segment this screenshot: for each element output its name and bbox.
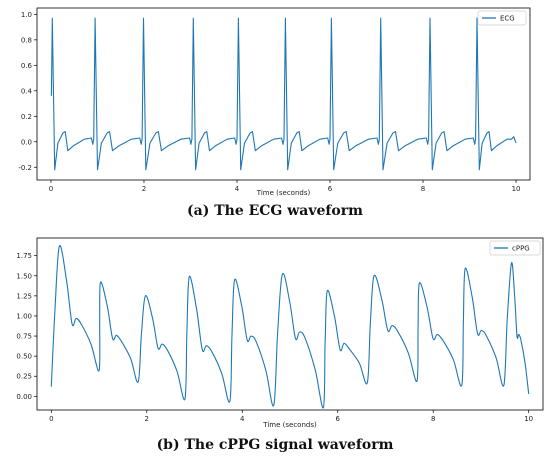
cppg-y-tick-label: 0.75 bbox=[16, 333, 32, 341]
cppg-y-tick-label: 1.00 bbox=[16, 312, 32, 320]
cppg-y-tick-label: 1.50 bbox=[16, 272, 32, 280]
ecg-y-tick-label: -0.2 bbox=[18, 164, 32, 172]
cppg-x-tick-label: 4 bbox=[240, 415, 245, 423]
ecg-legend-label: ECG bbox=[500, 15, 515, 23]
cppg-x-tick-label: 2 bbox=[145, 415, 149, 423]
cppg-y-tick-label: 0.50 bbox=[16, 353, 32, 361]
ecg-x-tick-label: 4 bbox=[235, 185, 240, 193]
ecg-legend-box bbox=[477, 10, 527, 26]
cppg-legend-label: cPPG bbox=[512, 245, 530, 253]
cppg-y-tick-label: 1.25 bbox=[16, 292, 32, 300]
ecg-x-tick-label: 8 bbox=[421, 185, 425, 193]
ecg-plot-frame bbox=[36, 7, 531, 181]
ecg-chart: 0 2 4 6 8 10 -0.2 0.0 0.2 0.4 0.6 0.8 1.0 Time (seco… bbox=[18, 7, 531, 197]
ecg-series-line bbox=[50, 17, 517, 171]
cppg-ticks: 0 2 4 6 8 10 0.00 0.25 0.50 0.75 1.00 1.25 1.50 1.75 bbox=[16, 252, 533, 423]
cppg-x-axis-label: Time (seconds) bbox=[262, 421, 317, 429]
cppg-x-tick-label: 8 bbox=[431, 415, 435, 423]
cppg-legend-box bbox=[489, 240, 541, 256]
cppg-caption: (b) The cPPG signal waveform bbox=[156, 437, 394, 453]
ecg-x-tick-label: 0 bbox=[49, 185, 53, 193]
cppg-plot-frame bbox=[36, 237, 544, 411]
ecg-x-tick-label: 2 bbox=[142, 185, 146, 193]
ecg-legend: ECG bbox=[477, 10, 527, 26]
cppg-x-tick-label: 6 bbox=[336, 415, 341, 423]
ecg-ticks: 0 2 4 6 8 10 -0.2 0.0 0.2 0.4 0.6 0.8 1.0 bbox=[18, 11, 520, 193]
cppg-y-tick-label: 1.75 bbox=[16, 252, 32, 260]
cppg-y-tick-label: 0.00 bbox=[16, 393, 32, 401]
cppg-x-tick-label: 0 bbox=[49, 415, 53, 423]
ecg-caption: (a) The ECG waveform bbox=[187, 203, 363, 219]
cppg-x-tick-label: 10 bbox=[524, 415, 533, 423]
cppg-legend: cPPG bbox=[489, 240, 541, 256]
ecg-x-tick-label: 10 bbox=[512, 185, 521, 193]
ecg-x-axis-label: Time (seconds) bbox=[256, 189, 311, 197]
ecg-y-tick-label: 0.4 bbox=[21, 87, 33, 95]
cppg-y-tick-label: 0.25 bbox=[16, 373, 32, 381]
ecg-y-tick-label: 0.2 bbox=[21, 113, 32, 121]
ecg-y-tick-label: 0.6 bbox=[21, 62, 33, 70]
ecg-x-tick-label: 6 bbox=[328, 185, 333, 193]
ecg-y-tick-label: 0.8 bbox=[21, 36, 32, 44]
cppg-chart: 0 2 4 6 8 100.000.250.500.751.001.251.501.75 … bbox=[16, 237, 544, 429]
ecg-y-tick-label: 1.0 bbox=[21, 11, 32, 19]
cppg-series-line bbox=[50, 245, 530, 409]
ecg-y-tick-label: 0.0 bbox=[21, 138, 32, 146]
